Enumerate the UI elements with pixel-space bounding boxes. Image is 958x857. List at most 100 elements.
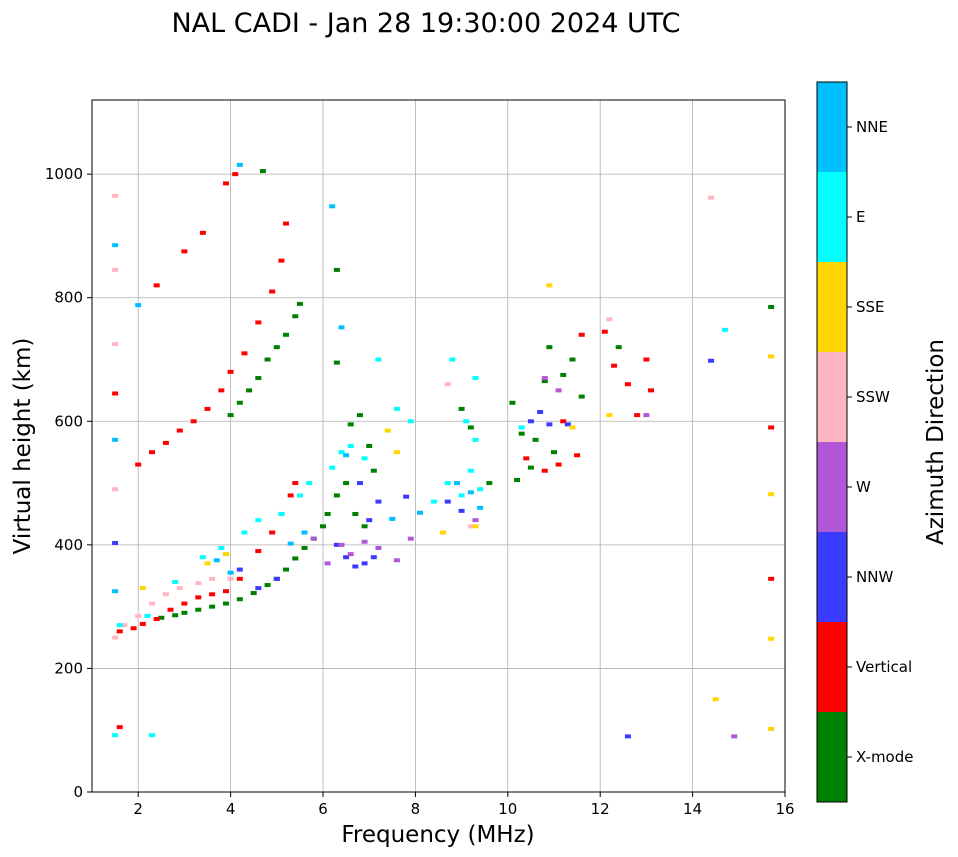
data-point — [209, 592, 216, 597]
series-e — [112, 327, 728, 738]
data-point — [569, 357, 576, 362]
data-point — [195, 581, 202, 586]
data-point — [467, 490, 474, 495]
data-point — [121, 623, 128, 628]
data-point — [444, 382, 451, 387]
data-point — [273, 345, 280, 350]
colorbar-tick-label: SSE — [856, 298, 885, 316]
data-point — [546, 345, 553, 350]
data-point — [370, 468, 377, 473]
data-point — [222, 552, 229, 557]
series-w — [310, 376, 738, 739]
data-point — [532, 437, 539, 442]
colorbar-tick-label: Vertical — [856, 658, 912, 676]
data-point — [116, 623, 123, 628]
data-point — [222, 181, 229, 186]
colorbar-tick-label: NNW — [856, 568, 893, 586]
data-point — [158, 615, 165, 620]
y-tick-label: 200 — [54, 659, 83, 677]
data-point — [324, 561, 331, 566]
data-point — [453, 481, 460, 486]
colorbar-swatch — [817, 172, 847, 262]
data-point — [320, 524, 326, 529]
data-point — [329, 204, 336, 209]
data-point — [112, 193, 119, 198]
data-point — [375, 545, 382, 550]
data-point — [347, 422, 354, 427]
data-point — [112, 342, 119, 347]
data-point — [135, 613, 142, 618]
data-point — [768, 425, 775, 430]
data-point — [403, 494, 410, 499]
data-point — [236, 567, 243, 572]
data-point — [393, 558, 400, 563]
data-point — [527, 465, 534, 470]
data-point — [648, 388, 655, 393]
data-point — [236, 597, 243, 602]
data-point — [361, 539, 368, 544]
data-point — [172, 579, 179, 584]
data-point — [472, 376, 479, 381]
data-point — [338, 542, 345, 547]
data-point — [768, 492, 775, 497]
data-point — [139, 621, 146, 626]
colorbar-swatch — [817, 352, 847, 442]
data-point — [541, 376, 548, 381]
data-point — [149, 733, 156, 738]
data-point — [149, 601, 156, 606]
data-point — [204, 561, 211, 566]
data-point — [149, 450, 156, 455]
data-point — [116, 629, 123, 634]
series-nne — [112, 162, 484, 594]
colorbar-swatch — [817, 532, 847, 622]
data-point — [555, 462, 562, 467]
data-point — [389, 516, 396, 521]
series-ssw — [112, 193, 715, 640]
colorbar-swatch — [817, 262, 847, 352]
data-point — [218, 388, 225, 393]
data-point — [393, 450, 400, 455]
data-point — [227, 413, 234, 418]
y-tick-label: 800 — [54, 289, 83, 307]
data-point — [463, 419, 470, 424]
data-point — [731, 734, 738, 739]
x-tick-label: 16 — [775, 800, 794, 818]
data-point — [333, 542, 340, 547]
data-point — [541, 468, 548, 473]
data-point — [112, 541, 119, 546]
data-point — [472, 518, 479, 523]
data-point — [472, 524, 479, 529]
data-point — [546, 283, 553, 288]
x-tick-label: 12 — [591, 800, 610, 818]
colorbar-swatch — [817, 622, 847, 712]
data-point — [296, 301, 303, 306]
data-point — [255, 549, 262, 554]
data-point — [167, 607, 174, 612]
data-point — [537, 410, 544, 415]
series-nnw — [112, 358, 715, 739]
data-point — [430, 499, 437, 504]
data-point — [634, 413, 641, 418]
data-point — [393, 406, 400, 411]
data-point — [112, 391, 119, 396]
data-point — [259, 169, 266, 174]
data-point — [172, 613, 179, 618]
data-point — [153, 283, 160, 288]
data-point — [112, 589, 119, 594]
data-point — [236, 400, 243, 405]
data-point — [366, 518, 373, 523]
data-point — [112, 733, 119, 738]
data-point — [347, 552, 354, 557]
data-point — [343, 481, 350, 486]
data-point — [407, 419, 414, 424]
data-point — [162, 592, 169, 597]
data-point — [458, 508, 465, 513]
data-point — [721, 327, 728, 332]
colorbar-label: Azimuth Direction — [923, 339, 949, 545]
data-point — [222, 589, 229, 594]
data-point — [112, 635, 119, 640]
data-point — [296, 493, 303, 498]
data-point — [278, 511, 285, 516]
data-point — [264, 357, 271, 362]
